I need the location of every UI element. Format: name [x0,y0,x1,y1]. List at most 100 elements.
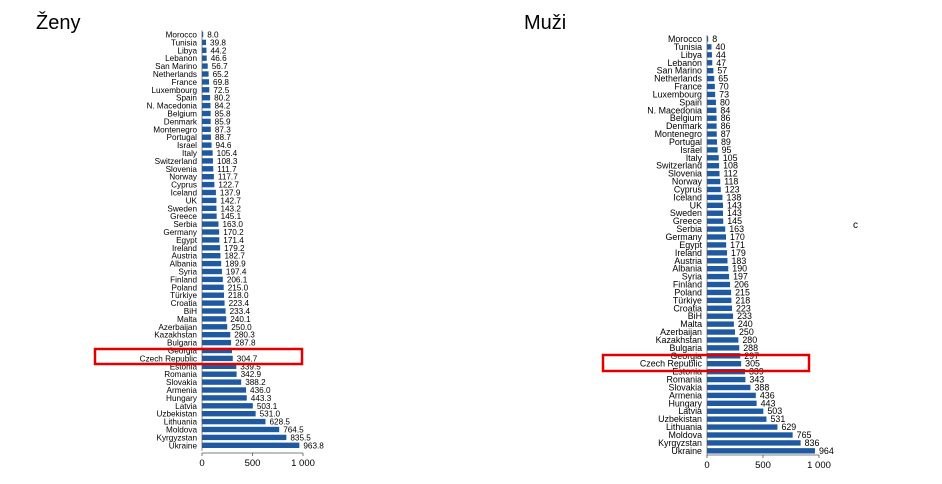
value-label-sweden: 143 [727,208,742,218]
value-label-turkiye: 218 [735,295,750,305]
bar-lebanon [202,55,207,61]
bar-kyrgyzstan [202,434,287,441]
value-label-austria: 182.7 [224,252,245,261]
value-label-portugal: 88.7 [215,133,231,142]
value-label-greece: 145 [727,216,742,226]
bar-romania [202,371,237,377]
category-label-netherlands: Netherlands [654,74,702,84]
bar-germany [202,229,220,235]
bar-latvia [707,408,764,414]
bar-norway [707,178,721,185]
category-label-croatia: Croatia [673,303,702,313]
category-label-sweden: Sweden [167,204,197,213]
bar-norway [202,174,214,180]
category-label-turkiye: Türkiye [673,295,702,305]
bar-bulgaria [707,345,740,351]
value-label-bih: 233.4 [230,307,251,316]
category-label-italy: Italy [182,149,198,158]
bar-slovenia [202,166,214,172]
category-label-finland: Finland [170,275,197,284]
category-label-syria: Syria [682,272,702,282]
bar-greece [202,213,217,219]
category-label-germany: Germany [666,232,703,242]
bar-luxembourg [202,87,210,93]
x-tick-label-0: 0 [199,458,204,469]
bar-georgia [202,347,232,354]
value-label-slovenia: 112 [724,169,738,179]
bar-syria [202,268,222,275]
value-label-morocco: 8.0 [207,31,219,40]
value-label-serbia: 163 [729,224,744,234]
bar-ireland [202,245,221,251]
category-label-serbia: Serbia [676,224,702,234]
bar-bulgaria [202,339,232,346]
category-label-latvia: Latvia [175,402,197,411]
category-label-ukraine: Ukraine [169,441,198,450]
bar-italy [202,150,213,156]
bar-finland [707,281,731,288]
bar-armenia [202,387,247,393]
bar-moldova [707,432,793,438]
value-label-uk: 143 [727,200,742,210]
category-label-slovenia: Slovenia [166,165,198,174]
bar-slovenia [707,170,720,177]
category-label-lithuania: Lithuania [666,422,702,432]
value-label-spain: 80.2 [214,94,230,103]
bar-finland [202,276,223,283]
category-label-spain: Spain [679,97,702,107]
highlight-box-czech-republic [601,353,811,373]
bar-hungary [707,400,757,407]
category-label-n-macedonia: N. Macedonia [647,105,702,115]
bar-bih [707,313,734,319]
value-label-luxembourg: 72.5 [213,86,229,95]
category-label-libya: Libya [177,46,197,55]
bar-n-macedonia [202,102,211,109]
category-label-lithuania: Lithuania [164,418,198,427]
category-label-kyrgyzstan: Kyrgyzstan [658,438,702,448]
category-label-tunisia: Tunisia [674,42,702,52]
bar-greece [707,218,724,224]
value-label-italy: 105.4 [217,149,238,158]
category-label-finland: Finland [673,280,702,290]
category-label-poland: Poland [172,283,198,292]
value-label-iceland: 137.9 [220,189,241,198]
category-label-n-macedonia: N. Macedonia [146,102,197,111]
x-tick-label-1: 500 [755,460,771,471]
bar-germany [707,234,727,240]
bar-tunisia [707,44,712,50]
value-label-egypt: 171 [730,240,745,250]
category-label-austria: Austria [674,256,702,266]
value-label-switzerland: 108.3 [217,157,238,166]
value-label-sweden: 143.2 [220,204,241,213]
bar-netherlands [202,71,209,77]
category-label-malta: Malta [177,315,197,324]
value-label-san-marino: 57 [717,66,727,76]
value-label-luxembourg: 73 [719,89,729,99]
value-label-kyrgyzstan: 836 [805,438,820,448]
category-label-portugal: Portugal [167,133,198,142]
value-label-ireland: 179 [731,248,746,258]
bar-italy [707,155,719,161]
value-label-san-marino: 56.7 [212,62,228,71]
bar-austria [707,258,728,264]
bar-sweden [707,210,724,216]
value-label-israel: 95 [722,145,732,155]
category-label-greece: Greece [673,216,702,226]
bar-denmark [202,118,211,125]
value-label-tunisia: 39.8 [210,38,226,47]
bar-azerbaijan [707,329,735,335]
bar-lithuania [707,424,778,430]
bar-austria [202,253,221,259]
value-label-turkiye: 218.0 [228,291,249,300]
bar-libya [707,52,712,58]
category-label-bulgaria: Bulgaria [167,339,197,348]
bar-czech-republic [202,355,233,362]
chart-title-women: Ženy [36,12,81,34]
category-label-armenia: Armenia [167,386,198,395]
category-label-turkiye: Türkiye [170,291,197,300]
category-label-france: France [674,82,702,92]
value-label-cyprus: 123 [725,184,740,194]
category-label-norway: Norway [672,177,703,187]
bar-france [707,83,715,90]
bar-uk [202,197,217,204]
